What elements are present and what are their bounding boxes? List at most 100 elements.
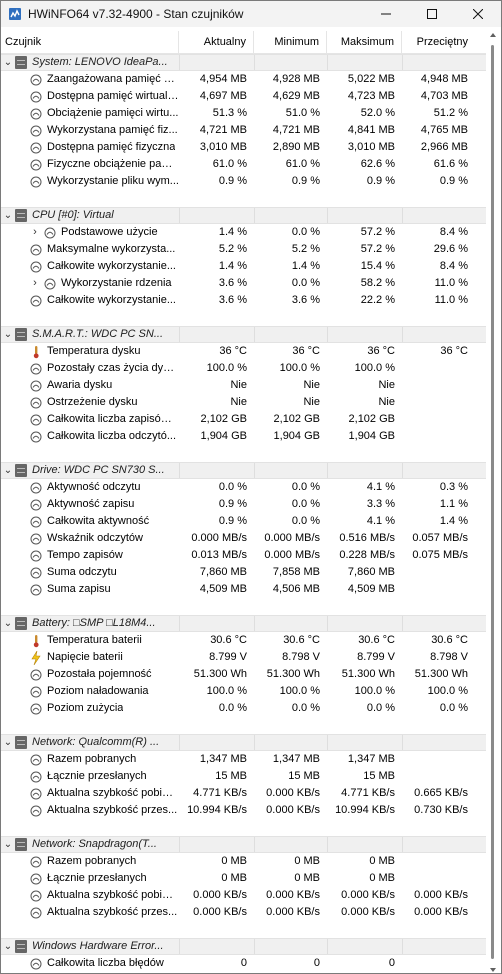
sensor-row[interactable]: Obciążenie pamięci wirtu... 51.3 % 51.0 % 5…: [1, 105, 486, 122]
sensor-row[interactable]: Temperatura baterii 30.6 °C 30.6 °C 30.6 °C…: [1, 632, 486, 649]
gauge-icon: [43, 226, 57, 240]
sensor-value-current: 1,347 MB: [199, 753, 247, 765]
expand-chevron-icon[interactable]: ›: [33, 277, 37, 289]
sensor-group-header[interactable]: ⌄ Network: Snapdragon(T...: [1, 836, 486, 853]
sensor-row[interactable]: Całkowite wykorzystanie... 1.4 % 1.4 % 15.4…: [1, 258, 486, 275]
sensor-value-current: 0.0 %: [218, 481, 247, 493]
sensor-row[interactable]: Pozostała pojemność 51.300 Wh 51.300 Wh 51.…: [1, 666, 486, 683]
collapse-chevron-icon[interactable]: ⌄: [3, 737, 13, 748]
sensor-row[interactable]: Aktualna szybkość pobier... 0.000 KB/s 0.0…: [1, 887, 486, 904]
sensor-row[interactable]: Temperatura dysku 36 °C 36 °C 36 °C 36 °C: [1, 343, 486, 360]
sensor-row[interactable]: Poziom zużycia 0.0 % 0.0 % 0.0 % 0.0 %: [1, 700, 486, 717]
collapse-chevron-icon[interactable]: ⌄: [3, 465, 13, 476]
sensor-name: Całkowita liczba odczytó...: [47, 430, 176, 442]
column-header-current[interactable]: Aktualny: [179, 31, 254, 54]
sensor-row[interactable]: Wskaźnik odczytów 0.000 MB/s 0.000 MB/s 0.5…: [1, 530, 486, 547]
sensor-value-maximum: 0.000 KB/s: [341, 889, 395, 901]
vertical-scrollbar[interactable]: [486, 31, 501, 973]
collapse-chevron-icon[interactable]: ⌄: [3, 941, 13, 952]
sensor-group-header[interactable]: ⌄ S.M.A.R.T.: WDC PC SN...: [1, 326, 486, 343]
sensor-row[interactable]: Dostępna pamięć wirtualna 4,697 MB 4,629 M…: [1, 88, 486, 105]
minimize-button[interactable]: [363, 1, 409, 27]
sensor-row[interactable]: Ostrzeżenie dysku Nie Nie Nie: [1, 394, 486, 411]
sensor-group-header[interactable]: ⌄ Battery: □SMP □L18M4...: [1, 615, 486, 632]
sensor-row[interactable]: Dostępna pamięć fizyczna 3,010 MB 2,890 MB…: [1, 139, 486, 156]
sensor-row[interactable]: Poziom naładowania 100.0 % 100.0 % 100.0 % 1…: [1, 683, 486, 700]
sensor-row[interactable]: Aktualna szybkość pobier... 4.771 KB/s 0.0…: [1, 785, 486, 802]
sensor-name: Poziom zużycia: [47, 702, 124, 714]
title-bar[interactable]: HWiNFO64 v7.32-4900 - Stan czujników: [1, 1, 501, 27]
gauge-icon: [29, 787, 43, 801]
sensor-row[interactable]: Suma odczytu 7,860 MB 7,858 MB 7,860 MB: [1, 564, 486, 581]
sensor-row[interactable]: Maksymalne wykorzysta... 5.2 % 5.2 % 57.2 %…: [1, 241, 486, 258]
scrollbar-thumb[interactable]: [491, 45, 494, 959]
collapse-chevron-icon[interactable]: ⌄: [3, 210, 13, 221]
sensor-value-maximum: 3,010 MB: [347, 141, 395, 153]
collapse-chevron-icon[interactable]: ⌄: [3, 57, 13, 68]
sensor-row[interactable]: Aktualna szybkość przes... 10.994 KB/s 0.0…: [1, 802, 486, 819]
sensor-row[interactable]: › Wykorzystanie rdzenia 3.6 % 0.0 % 58.2 % 11…: [1, 275, 486, 292]
column-header-minimum[interactable]: Minimum: [254, 31, 327, 54]
sensor-row[interactable]: Całkowite wykorzystanie... 3.6 % 3.6 % 22.2…: [1, 292, 486, 309]
gauge-icon: [29, 430, 43, 444]
sensor-row[interactable]: › Podstawowe użycie 1.4 % 0.0 % 57.2 % 8.4 %: [1, 224, 486, 241]
sensor-value-minimum: 3.6 %: [291, 294, 320, 306]
sensor-row[interactable]: Łącznie przesłanych 15 MB 15 MB 15 MB: [1, 768, 486, 785]
sensor-value-minimum: 36 °C: [292, 345, 320, 357]
sensor-row[interactable]: Wykorzystanie pliku wym... 0.9 % 0.9 % 0.9 …: [1, 173, 486, 190]
sensor-row[interactable]: Zaangażowana pamięć w... 4,954 MB 4,928 MB…: [1, 71, 486, 88]
sensor-list[interactable]: ⌄ System: LENOVO IdeaPa... Zaangażowana pa…: [1, 54, 486, 973]
sensor-row[interactable]: Fizyczne obciążenie pamięci 61.0 % 61.0 % 6…: [1, 156, 486, 173]
column-header-sensor[interactable]: Czujnik: [1, 31, 179, 54]
gauge-icon: [29, 753, 43, 767]
sensor-group-header[interactable]: ⌄ Windows Hardware Error...: [1, 938, 486, 955]
sensor-group-header[interactable]: ⌄ System: LENOVO IdeaPa...: [1, 54, 486, 71]
sensor-name: Łącznie przesłanych: [47, 872, 147, 884]
sensor-group-header[interactable]: ⌄ Drive: WDC PC SN730 S...: [1, 462, 486, 479]
sensor-group-header[interactable]: ⌄ CPU [#0]: Virtual: [1, 207, 486, 224]
sensor-name: Aktualna szybkość pobier...: [47, 787, 179, 799]
sensor-value-current: 0 MB: [221, 872, 247, 884]
sensor-row[interactable]: Tempo zapisów 0.013 MB/s 0.000 MB/s 0.228 M…: [1, 547, 486, 564]
sensor-row[interactable]: Razem pobranych 0 MB 0 MB 0 MB: [1, 853, 486, 870]
sensor-row[interactable]: Pozostały czas życia dysku 100.0 % 100.0 %…: [1, 360, 486, 377]
sensor-name: Pozostała pojemność: [47, 668, 152, 680]
collapse-chevron-icon[interactable]: ⌄: [3, 839, 13, 850]
column-header-average[interactable]: Przeciętny: [416, 36, 468, 48]
group-spacer: [1, 598, 486, 615]
sensor-value-average: [402, 955, 475, 972]
sensor-value-minimum: 5.2 %: [291, 243, 320, 255]
sensor-row[interactable]: Wykorzystana pamięć fiz... 4,721 MB 4,721 …: [1, 122, 486, 139]
sensor-row[interactable]: Suma zapisu 4,509 MB 4,506 MB 4,509 MB: [1, 581, 486, 598]
sensor-value-average: [402, 870, 475, 887]
scroll-down-arrow-icon[interactable]: [490, 968, 496, 972]
sensor-row[interactable]: Łącznie przesłanych 0 MB 0 MB 0 MB: [1, 870, 486, 887]
sensor-row[interactable]: Aktywność zapisu 0.9 % 0.0 % 3.3 % 1.1 %: [1, 496, 486, 513]
sensor-row[interactable]: Całkowita liczba błędów 0 0 0: [1, 955, 486, 972]
close-button[interactable]: [455, 1, 501, 27]
sensor-value-maximum: 30.6 °C: [358, 634, 395, 646]
sensor-row[interactable]: Awaria dysku Nie Nie Nie: [1, 377, 486, 394]
gauge-icon: [29, 549, 43, 563]
collapse-chevron-icon[interactable]: ⌄: [3, 329, 13, 340]
gauge-icon: [29, 396, 43, 410]
sensor-value-minimum: 30.6 °C: [283, 634, 320, 646]
sensor-row[interactable]: Całkowita aktywność 0.9 % 0.0 % 4.1 % 1.4 %: [1, 513, 486, 530]
sensor-group-name: Network: Snapdragon(T...: [32, 838, 157, 850]
maximize-button[interactable]: [409, 1, 455, 27]
sensor-group-name: Drive: WDC PC SN730 S...: [32, 464, 165, 476]
scroll-up-arrow-icon[interactable]: [490, 33, 496, 37]
sensor-name: Dostępna pamięć wirtualna: [47, 90, 179, 102]
collapse-chevron-icon[interactable]: ⌄: [3, 618, 13, 629]
sensor-row[interactable]: Razem pobranych 1,347 MB 1,347 MB 1,347 MB: [1, 751, 486, 768]
column-header-maximum[interactable]: Maksimum: [327, 31, 402, 54]
sensor-row[interactable]: Aktualna szybkość przes... 0.000 KB/s 0.00…: [1, 904, 486, 921]
sensor-row[interactable]: Całkowita liczba zapisów ... 2,102 GB 2,10…: [1, 411, 486, 428]
sensor-name: Wykorzystanie rdzenia: [61, 277, 172, 289]
sensor-row[interactable]: Napięcie baterii 8.799 V 8.798 V 8.799 V 8.7…: [1, 649, 486, 666]
gauge-icon: [29, 260, 43, 274]
sensor-row[interactable]: Całkowita liczba odczytó... 1,904 GB 1,904…: [1, 428, 486, 445]
expand-chevron-icon[interactable]: ›: [33, 226, 37, 238]
sensor-group-header[interactable]: ⌄ Network: Qualcomm(R) ...: [1, 734, 486, 751]
sensor-row[interactable]: Aktywność odczytu 0.0 % 0.0 % 4.1 % 0.3 %: [1, 479, 486, 496]
